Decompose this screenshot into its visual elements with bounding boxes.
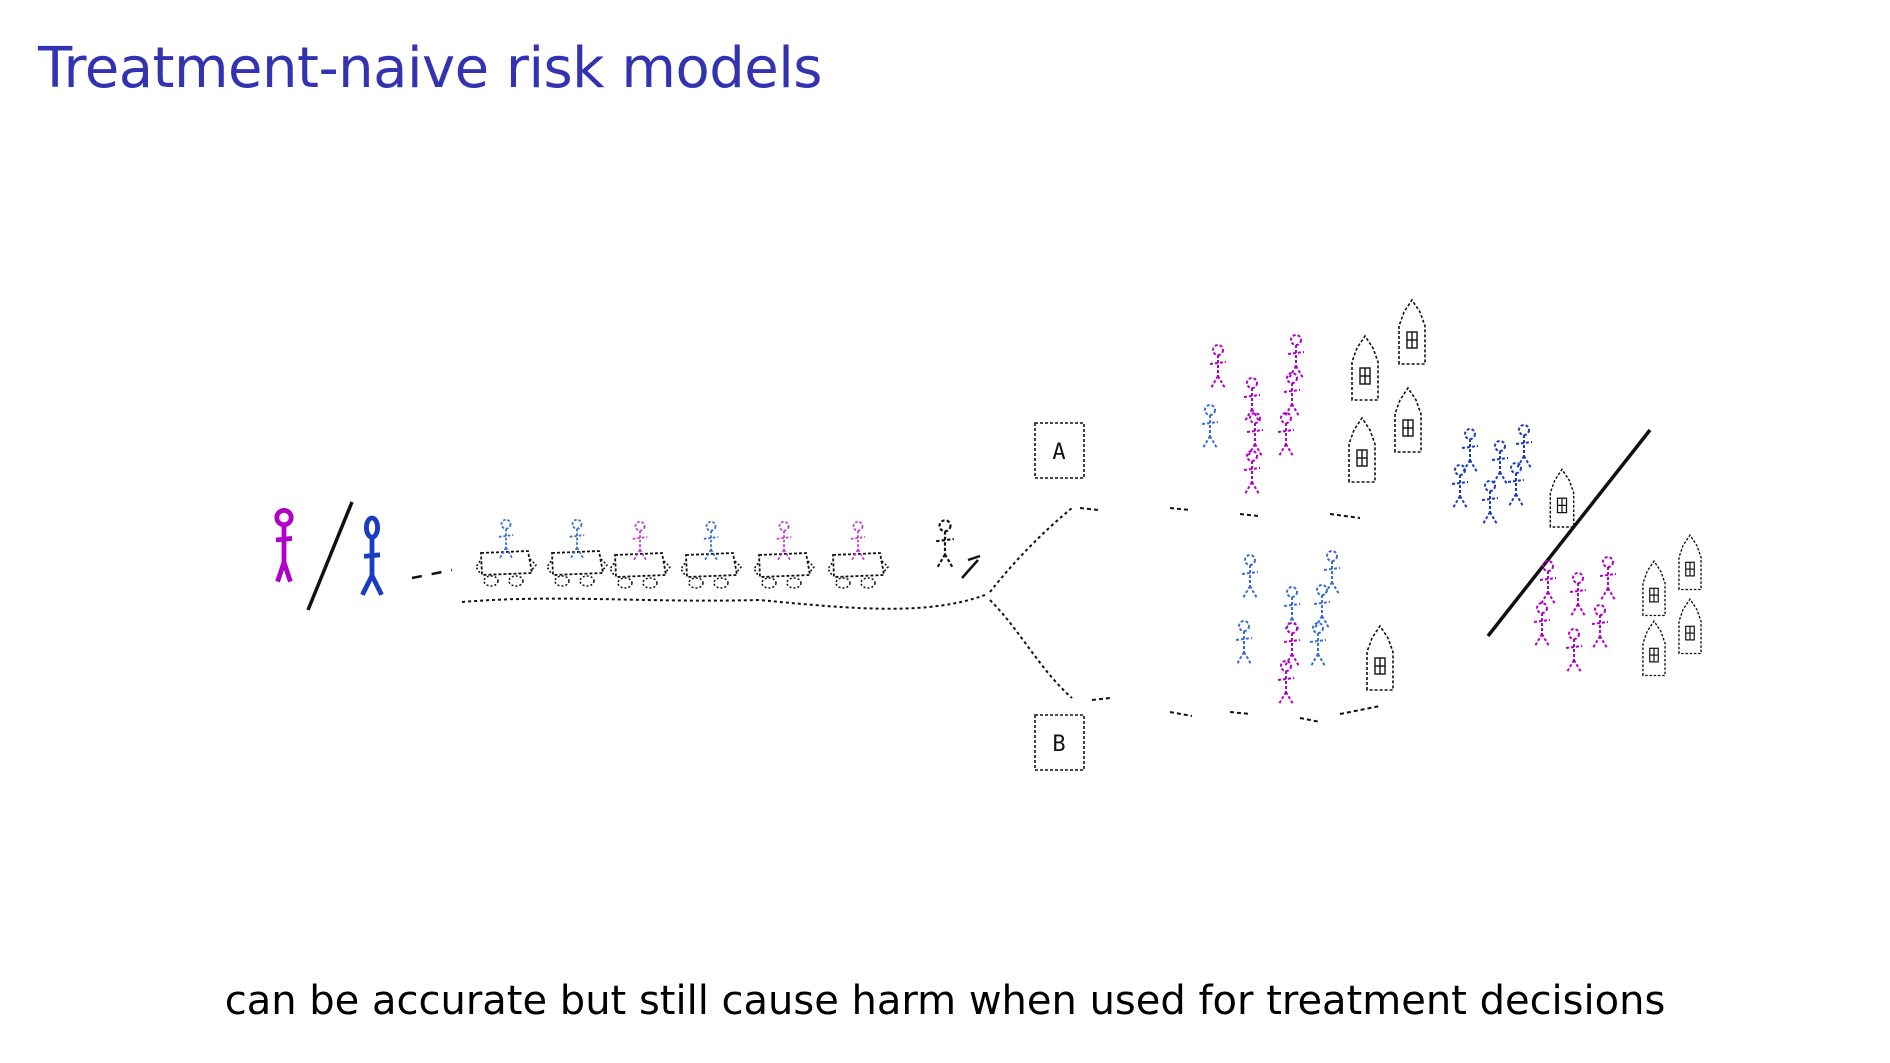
dash-connector [411, 568, 453, 580]
house-icon [1351, 335, 1379, 401]
slash-divider [306, 501, 354, 611]
signpost-icon [935, 519, 955, 569]
blue-person-icon [360, 515, 384, 596]
branch-b-group [1235, 550, 1394, 705]
slide-title: Treatment-naive risk models [38, 36, 822, 101]
outcome-comparison [1451, 424, 1702, 677]
person-icon [1235, 620, 1253, 665]
branch-a-label: A [1052, 440, 1065, 465]
house-icon [1642, 620, 1666, 677]
house-icon [1642, 560, 1666, 617]
person-icon [1451, 464, 1469, 509]
person-icon [1241, 554, 1259, 599]
branch-b-road [989, 599, 1073, 699]
person-icon [1515, 424, 1533, 469]
car-icon [546, 550, 608, 587]
car-icon [475, 550, 537, 587]
house-icon [1398, 299, 1426, 365]
person-icon [1277, 660, 1295, 705]
house-icon [1366, 625, 1394, 691]
branch-b-box: B [1034, 714, 1085, 771]
house-icon [1678, 598, 1702, 655]
person-icon [1323, 550, 1341, 595]
person-icon [1591, 604, 1609, 649]
branch-a-continuation [1079, 507, 1361, 519]
branch-b-continuation [1091, 697, 1381, 723]
signpost-arrow [961, 554, 981, 579]
person-icon [1491, 440, 1509, 485]
house-icon [1394, 387, 1422, 453]
car-icon [609, 552, 671, 589]
person-icon [1533, 602, 1551, 647]
person-icon [1287, 334, 1305, 379]
person-icon [1246, 412, 1264, 457]
person-icon [1201, 404, 1219, 449]
branch-a-group [1201, 299, 1426, 495]
person-icon [1507, 462, 1525, 507]
person-icon [1277, 412, 1295, 457]
person-icon [1481, 480, 1499, 525]
person-icon [1565, 628, 1583, 673]
road-line [461, 594, 986, 610]
house-icon [1348, 417, 1376, 483]
branch-b-label: B [1052, 732, 1065, 757]
house-icon [1549, 468, 1575, 528]
slide-caption: can be accurate but still cause harm whe… [224, 978, 1666, 1024]
car-queue [475, 518, 889, 589]
car-icon [680, 552, 742, 589]
magenta-person-icon [274, 507, 294, 583]
person-icon [1313, 584, 1331, 629]
house-icon [1678, 534, 1702, 591]
car-icon [827, 552, 889, 589]
car-icon [753, 552, 815, 589]
branch-a-road [989, 507, 1073, 593]
person-icon [1569, 572, 1587, 617]
person-icon [1243, 450, 1261, 495]
person-icon [1309, 622, 1327, 667]
diagonal-divider [1486, 428, 1652, 638]
person-icon [1461, 428, 1479, 473]
person-icon [1209, 344, 1227, 389]
person-icon [1283, 372, 1301, 417]
branch-a-box: A [1034, 422, 1085, 479]
person-icon [1599, 556, 1617, 601]
